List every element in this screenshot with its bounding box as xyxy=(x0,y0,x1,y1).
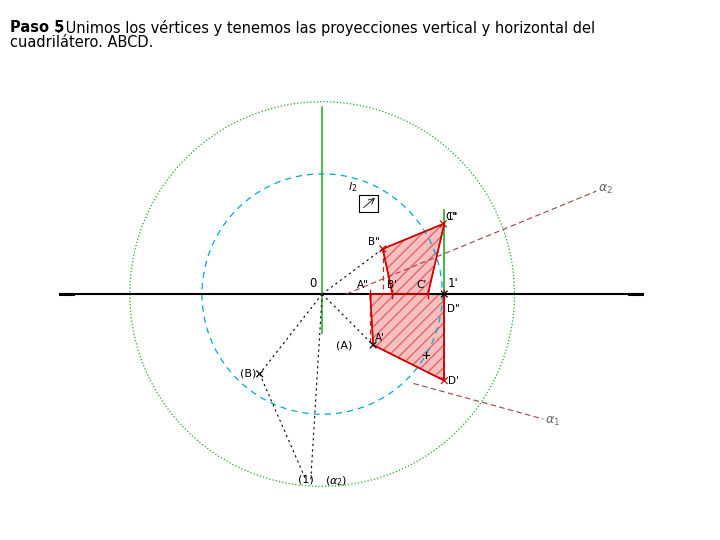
Text: D": D" xyxy=(447,303,460,314)
Polygon shape xyxy=(383,224,444,294)
Text: (B): (B) xyxy=(240,369,257,379)
Text: 1": 1" xyxy=(447,212,459,222)
Text: : Unimos los vértices y tenemos las proyecciones vertical y horizontal del: : Unimos los vértices y tenemos las proy… xyxy=(55,20,595,36)
Text: 0: 0 xyxy=(309,277,316,290)
Text: $\alpha_2$: $\alpha_2$ xyxy=(598,183,613,196)
Text: (1): (1) xyxy=(298,475,314,484)
Text: A": A" xyxy=(357,280,369,290)
Text: $(\alpha_2)$: $(\alpha_2)$ xyxy=(325,475,348,488)
Text: $\alpha_1$: $\alpha_1$ xyxy=(545,414,560,428)
Text: C': C' xyxy=(417,280,427,290)
Text: B': B' xyxy=(387,280,397,290)
Text: Paso 5: Paso 5 xyxy=(9,20,64,35)
Text: A': A' xyxy=(375,333,385,343)
Text: D': D' xyxy=(448,376,459,386)
Text: B": B" xyxy=(368,237,380,247)
Text: cuadrilátero. ABCD.: cuadrilátero. ABCD. xyxy=(9,35,153,50)
Text: $l_2$: $l_2$ xyxy=(348,180,357,194)
Text: C": C" xyxy=(445,212,457,222)
Text: 1': 1' xyxy=(447,277,458,290)
Polygon shape xyxy=(370,294,444,381)
Text: (A): (A) xyxy=(336,340,352,350)
